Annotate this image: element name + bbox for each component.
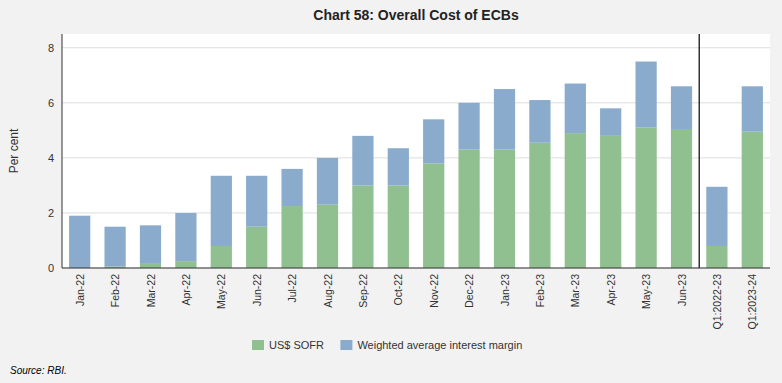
bar-segment [211, 176, 232, 246]
bar-segment [635, 62, 656, 128]
bar-segment [494, 150, 515, 268]
x-axis-line [62, 268, 770, 269]
bar-segment [423, 119, 444, 163]
bar-segment [671, 86, 692, 129]
x-tick-label: Oct-22 [392, 274, 404, 306]
bar-segment [140, 264, 161, 268]
grid-line [62, 212, 770, 213]
bar-segment [742, 86, 763, 131]
title: Chart 58: Overall Cost of ECBs [313, 7, 519, 23]
x-tick-label: May-23 [640, 274, 652, 309]
x-tick-label: Aug-22 [322, 274, 334, 308]
x-tick-label: May-22 [215, 274, 227, 309]
x-tick-label: Sep-22 [357, 274, 369, 308]
bar-segment [352, 185, 373, 268]
x-tick-label: Jul-22 [286, 274, 298, 303]
bar-segment [211, 246, 232, 268]
x-tick-label: Jan-22 [74, 274, 86, 306]
legend-label: US$ SOFR [269, 339, 324, 351]
bar-segment [458, 150, 479, 268]
legend: US$ SOFR Weighted average interest margin [252, 339, 522, 351]
x-tick-label: Mar-22 [145, 274, 157, 307]
x-tick-label: Nov-22 [428, 274, 440, 308]
bars [69, 62, 763, 268]
divider-line [699, 34, 700, 268]
y-tick-label: 8 [48, 42, 54, 54]
bar-segment [423, 163, 444, 268]
legend-swatch [340, 340, 352, 350]
bar-segment [388, 148, 409, 185]
bar-segment [140, 225, 161, 264]
bar-segment [635, 128, 656, 268]
grid-line [62, 157, 770, 158]
chart-container: Chart 58: Overall Cost of ECBs Per cent 0 2… [0, 0, 782, 383]
x-tick-label: Jun-23 [676, 274, 688, 306]
bar-segment [529, 143, 550, 268]
y-axis-label: Per cent [7, 128, 21, 173]
chart: Chart 58: Overall Cost of ECBs Per cent 0 2… [0, 0, 782, 383]
bar-segment [565, 133, 586, 268]
bar-segment [494, 89, 515, 150]
bar-segment [317, 158, 338, 205]
bar-segment [69, 216, 90, 268]
bar-segment [317, 205, 338, 268]
bar-segment [600, 108, 621, 136]
x-tick-label: Mar-23 [569, 274, 581, 307]
y-tick-label: 2 [48, 207, 54, 219]
bar-segment [742, 132, 763, 268]
x-tick-label: Apr-22 [180, 274, 192, 306]
y-tick-label: 4 [48, 152, 54, 164]
bar-segment [352, 136, 373, 186]
y-axis-line [62, 34, 63, 268]
bar-segment [246, 176, 267, 227]
y-tick-label: 0 [48, 262, 54, 274]
grid-line [62, 102, 770, 103]
background [0, 0, 782, 383]
source-note: Source: RBI. [10, 365, 67, 376]
bar-segment [388, 185, 409, 268]
x-tick-label: Jan-23 [499, 274, 511, 306]
bar-segment [706, 187, 727, 246]
bar-segment [671, 129, 692, 268]
legend-swatch [252, 340, 264, 350]
x-tick-label: Q1:2022-23 [711, 274, 723, 330]
x-tick-label: Feb-22 [109, 274, 121, 307]
bar-segment [458, 103, 479, 150]
bar-segment [175, 213, 196, 261]
bar-segment [175, 261, 196, 268]
x-tick-label: Feb-23 [534, 274, 546, 307]
grid [62, 48, 770, 268]
bar-segment [281, 169, 302, 206]
plot-background [62, 34, 770, 268]
grid-line [62, 47, 770, 48]
bar-segment [281, 206, 302, 268]
x-tick-label: Jun-22 [251, 274, 263, 306]
grid-line [62, 268, 770, 269]
bar-segment [706, 246, 727, 268]
x-tick-label: Dec-22 [463, 274, 475, 308]
bar-segment [104, 227, 125, 267]
bar-segment [600, 136, 621, 268]
bar-segment [565, 84, 586, 134]
legend-label: Weighted average interest margin [357, 339, 522, 351]
x-tick-label: Q1:2023-24 [746, 274, 758, 330]
y-tick-label: 6 [48, 97, 54, 109]
x-tick-label: Apr-23 [605, 274, 617, 306]
bar-segment [246, 227, 267, 268]
bar-segment [529, 100, 550, 143]
